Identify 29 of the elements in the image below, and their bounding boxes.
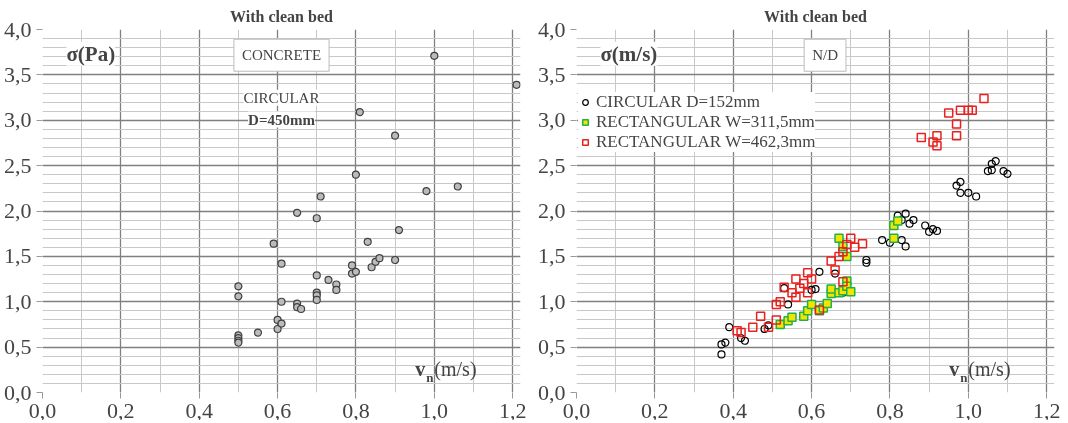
y-tick-label: 2,0	[4, 198, 32, 223]
y-tick-label: 1,0	[4, 288, 32, 314]
y-tick-label: 0,0	[538, 379, 566, 405]
annotation: CIRCULAR	[243, 89, 320, 106]
y-tick-label: 3,0	[4, 107, 32, 133]
chart-title: With clean bed	[764, 7, 868, 25]
y-tick-label: 3,5	[4, 61, 32, 87]
y-tick-label: 4,0	[538, 16, 566, 42]
y-tick-label: 1,5	[538, 243, 566, 269]
y-axis-title: σ(Pa)	[66, 41, 116, 66]
annotation: CONCRETE	[241, 47, 322, 64]
legend-label: RECTANGULAR W=311,5mm	[596, 112, 815, 132]
y-tick-label: 3,0	[538, 107, 566, 133]
legend-label: CIRCULAR D=152mm	[596, 92, 761, 112]
annotation: N/D	[812, 47, 839, 64]
y-tick-label: 1,5	[4, 243, 32, 269]
legend-label: RECTANGULAR W=462,3mm	[596, 132, 816, 152]
y-tick-label: 2,0	[538, 198, 566, 223]
y-tick-label: 0,5	[538, 334, 566, 360]
y-tick-label: 0,0	[4, 379, 32, 405]
y-tick-label: 0,5	[4, 334, 32, 360]
y-tick-label: 2,5	[538, 152, 566, 178]
y-tick-label: 1,0	[538, 288, 566, 314]
annotation: D=450mm	[248, 111, 316, 128]
y-tick-label: 2,5	[4, 152, 32, 178]
chart-title: With clean bed	[230, 7, 334, 25]
y-tick-label: 4,0	[4, 16, 32, 42]
y-tick-label: 3,5	[538, 61, 566, 87]
y-axis-title: σ(m/s)	[600, 41, 658, 66]
